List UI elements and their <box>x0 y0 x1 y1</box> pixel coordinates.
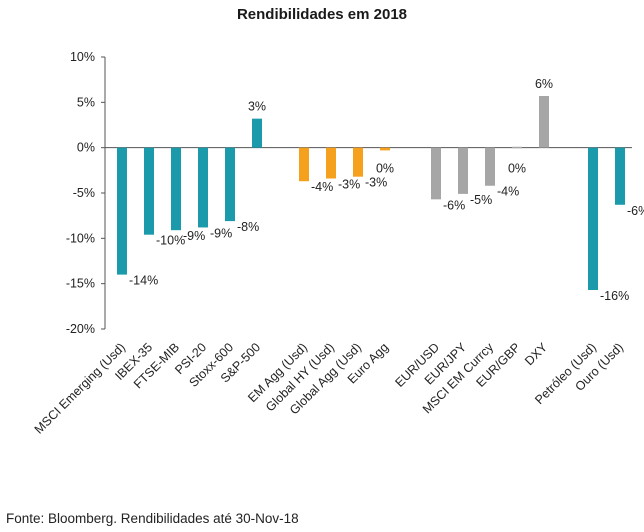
category-label: MSCI Emerging (Usd) <box>32 340 128 436</box>
bar <box>512 146 522 149</box>
data-label: -5% <box>470 193 492 207</box>
data-label: -8% <box>237 220 259 234</box>
data-label: -4% <box>497 185 519 199</box>
bar <box>615 147 625 205</box>
data-label: 0% <box>376 162 394 176</box>
bar <box>144 147 154 235</box>
y-tick-label: 0% <box>77 141 95 155</box>
y-tick-label: 10% <box>70 50 95 64</box>
bars <box>117 95 625 291</box>
y-axis: 10% 5% 0% -5% -10% -15% -20% <box>66 50 632 336</box>
y-tick-label: 5% <box>77 95 95 109</box>
data-label: -9% <box>210 226 232 240</box>
bar <box>458 147 468 194</box>
bar <box>198 147 208 228</box>
category-labels: MSCI Emerging (Usd)IBEX-35FTSE-MIBPSI-20… <box>32 340 626 437</box>
y-tick-label: -20% <box>66 322 95 336</box>
data-label: -16% <box>600 289 629 303</box>
bar <box>380 147 390 151</box>
bar <box>117 147 127 275</box>
data-label: -6% <box>627 204 644 218</box>
bar <box>225 147 235 222</box>
data-label: -6% <box>443 198 465 212</box>
bar <box>171 147 181 231</box>
data-labels: -14%-10%-9% -9% -8%3%-4% -3% -3%0%-6% -5%-4%0… <box>129 77 644 303</box>
data-label: 0% <box>508 162 526 176</box>
data-label: -10% <box>156 234 185 248</box>
bar <box>485 147 495 186</box>
category-label: DXY <box>522 340 551 369</box>
chart-title: Rendibilidades em 2018 <box>236 6 408 23</box>
y-tick-label: -10% <box>66 231 95 245</box>
bar <box>431 147 441 200</box>
bar <box>539 95 549 148</box>
y-tick-label: -5% <box>73 186 95 200</box>
source-note: Fonte: Bloomberg. Rendibilidades até 30-… <box>6 511 299 526</box>
data-label: -3% <box>365 176 387 190</box>
bar <box>326 147 336 179</box>
data-label: -3% <box>338 177 360 191</box>
data-label: -14% <box>129 274 158 288</box>
bar <box>252 118 262 148</box>
data-label: -4% <box>311 180 333 194</box>
bar <box>588 147 598 291</box>
data-label: 6% <box>535 77 553 91</box>
data-label: 3% <box>248 100 266 114</box>
y-tick-label: -15% <box>66 277 95 291</box>
bar <box>353 147 363 177</box>
data-label: -9% <box>183 229 205 243</box>
bar <box>299 147 309 182</box>
